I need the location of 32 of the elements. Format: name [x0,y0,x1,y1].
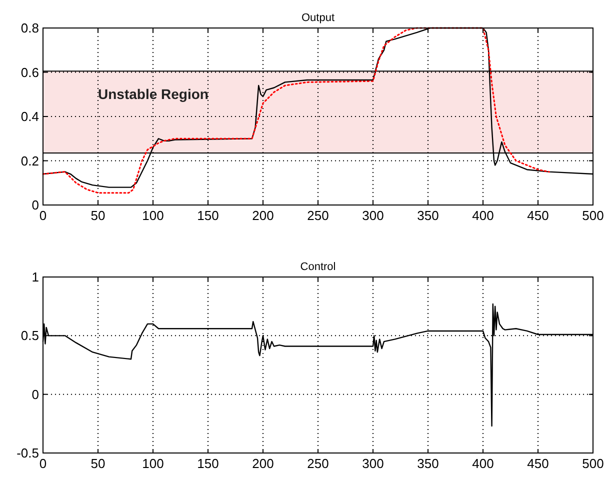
x-tick-label: 500 [582,456,604,471]
y-tick-label: -0.5 [16,446,39,461]
chart-title: Control [300,261,336,273]
x-tick-label: 100 [142,208,164,223]
x-tick-label: 50 [90,208,106,223]
x-tick-label: 250 [307,456,329,471]
x-tick-label: 400 [472,208,494,223]
x-tick-label: 400 [472,456,494,471]
x-tick-label: 200 [252,208,274,223]
y-tick-label: 0 [32,386,39,402]
y-tick-label: 0.5 [20,328,39,344]
y-tick-label: 0.8 [20,20,39,36]
x-tick-label: 200 [252,456,274,471]
x-tick-label: 100 [142,456,164,471]
x-tick-label: 450 [527,456,549,471]
x-tick-label: 450 [527,208,549,223]
x-tick-label: 50 [90,456,106,471]
y-tick-label: 0 [32,198,39,213]
y-tick-label: 0.2 [20,153,39,168]
x-tick-label: 350 [417,456,439,471]
x-tick-label: 500 [582,208,604,223]
x-tick-label: 300 [362,208,384,223]
chart-title: Output [301,12,335,24]
x-tick-label: 350 [417,208,439,223]
y-tick-label: 0.4 [20,109,39,124]
y-tick-label: 0.6 [20,64,39,80]
x-tick-label: 150 [197,456,219,471]
y-tick-label: 1 [32,270,39,285]
band-label: Unstable Region [98,86,208,102]
x-tick-label: 300 [362,456,384,471]
x-tick-label: 250 [307,208,329,223]
x-tick-label: 150 [197,208,219,223]
